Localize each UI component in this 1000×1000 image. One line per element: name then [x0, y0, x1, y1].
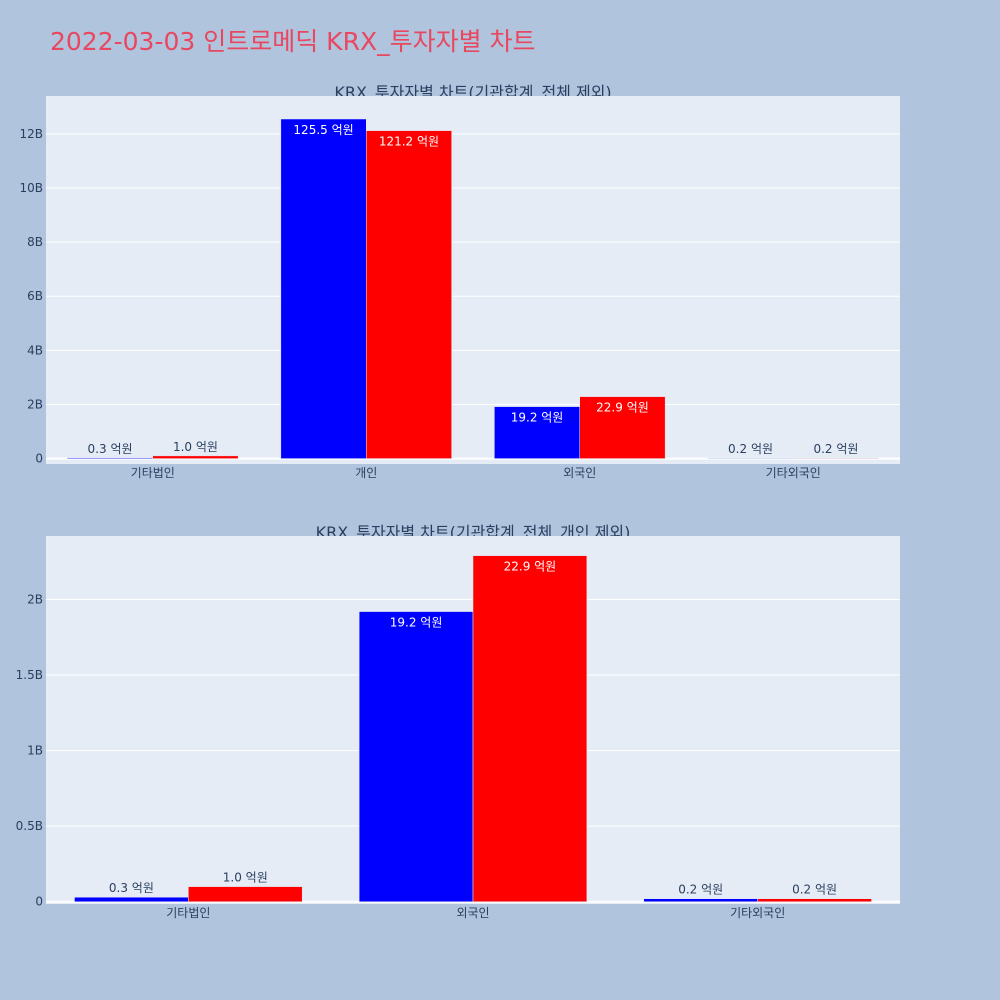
- chart-1-y-tick-label: 0: [35, 452, 43, 466]
- chart-1-bar: [793, 457, 879, 459]
- chart-2-bar: [643, 898, 758, 902]
- chart-1-y-tick-label: 12B: [19, 127, 43, 141]
- chart-1-data-label: 125.5 억원: [293, 123, 353, 137]
- chart-2-y-tick-label: 1.5B: [16, 668, 43, 682]
- chart-2-y-tick-label: 1B: [27, 744, 43, 758]
- chart-1-y-tick-label: 10B: [19, 181, 43, 195]
- chart-1-data-label: 121.2 억원: [379, 135, 439, 149]
- chart-1-x-tick-label: 기타법인: [131, 466, 175, 480]
- chart-2-bar: [757, 898, 872, 902]
- chart-2-data-label: 0.3 억원: [109, 881, 154, 895]
- chart-1-x-tick-label: 외국인: [563, 466, 596, 480]
- chart-1-y-tick-label: 4B: [27, 343, 43, 357]
- chart-1-y-tick-label: 2B: [27, 397, 43, 411]
- chart-1-data-label: 0.2 억원: [728, 442, 773, 456]
- chart-2-x-tick-label: 기타외국인: [730, 906, 785, 920]
- page-title: 2022-03-03 인트로메딕 KRX_투자자별 차트: [50, 27, 536, 56]
- chart-1-bar: [579, 396, 666, 459]
- chart-1-data-label: 22.9 억원: [596, 401, 649, 415]
- chart-2-bar: [188, 886, 303, 902]
- chart-2-data-label: 22.9 억원: [504, 560, 557, 574]
- chart-2-data-label: 1.0 억원: [223, 871, 268, 885]
- chart-1-data-label: 19.2 억원: [511, 411, 564, 425]
- chart-1-bar: [366, 130, 452, 459]
- chart-2-bar: [74, 896, 189, 902]
- chart-1-y-tick-label: 8B: [27, 235, 43, 249]
- chart-2-bar: [358, 611, 474, 902]
- chart-2-y-tick-label: 0: [35, 895, 43, 909]
- chart-1-bar: [152, 455, 239, 459]
- chart-2-y-tick-label: 2B: [27, 592, 43, 606]
- chart-2-x-tick-label: 기타법인: [166, 906, 210, 920]
- chart-1-y-tick-label: 6B: [27, 289, 43, 303]
- chart-1-x-tick-label: 개인: [355, 466, 377, 480]
- chart-1-data-label: 0.2 억원: [813, 442, 858, 456]
- chart-1-bar: [280, 118, 367, 459]
- chart-2-y-tick-label: 0.5B: [16, 819, 43, 833]
- chart-2-data-label: 19.2 억원: [390, 616, 443, 630]
- chart-2-x-tick-label: 외국인: [456, 906, 489, 920]
- chart-2-data-label: 0.2 억원: [678, 883, 723, 897]
- chart-1-data-label: 0.3 억원: [88, 442, 133, 456]
- chart-1-data-label: 1.0 억원: [173, 440, 218, 454]
- chart-1-plot-area: [46, 96, 900, 464]
- chart-1-x-tick-label: 기타외국인: [766, 466, 821, 480]
- chart-2-bar: [472, 555, 588, 902]
- chart-1-bar: [494, 406, 581, 459]
- chart-2-data-label: 0.2 억원: [792, 883, 837, 897]
